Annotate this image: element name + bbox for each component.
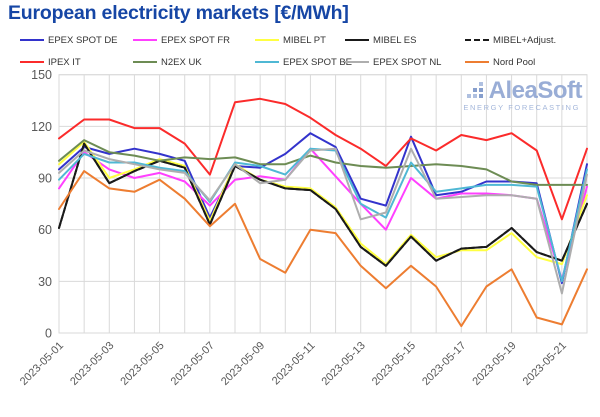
x-axis-label: 2023-05-11	[270, 340, 318, 388]
x-axis-label: 2023-05-03	[68, 340, 116, 388]
legend-label: Nord Pool	[493, 56, 536, 68]
series-line-n2ex-uk	[58, 139, 588, 186]
y-axis-label: 120	[31, 120, 52, 134]
y-axis-label: 30	[38, 275, 52, 289]
x-axis-label: 2023-05-13	[320, 340, 368, 388]
x-axis-label: 2023-05-01	[18, 340, 66, 388]
logo-dots-icon	[466, 80, 485, 98]
legend-item-epex-spot-nl: EPEX SPOT NL	[345, 55, 441, 69]
legend-item-epex-spot-fr: EPEX SPOT FR	[133, 33, 230, 47]
legend-item-mibel-adjust: MIBEL+Adjust.	[465, 33, 556, 47]
legend-item-mibel-pt: MIBEL PT	[255, 33, 326, 47]
legend-label: MIBEL ES	[373, 34, 417, 46]
legend-swatch-mibel-pt	[255, 39, 279, 41]
legend-label: MIBEL+Adjust.	[493, 34, 557, 46]
legend-swatch-n2ex-uk	[133, 61, 157, 63]
series-line-epex-spot-nl	[58, 147, 588, 295]
legend-swatch-epex-spot-fr	[133, 39, 157, 41]
y-axis-label: 90	[38, 172, 52, 186]
legend-label: EPEX SPOT BE	[283, 56, 352, 68]
legend-swatch-epex-spot-nl	[345, 61, 369, 63]
legend-item-epex-spot-be: EPEX SPOT BE	[255, 55, 352, 69]
plot-border	[58, 74, 588, 334]
legend-swatch-mibel-es	[345, 39, 369, 41]
series-line-ipex-it	[58, 97, 588, 221]
x-axis-label: 2023-05-09	[219, 340, 267, 388]
legend-swatch-epex-spot-de	[20, 39, 44, 41]
series-line-epex-spot-de	[58, 132, 588, 285]
legend-item-epex-spot-de: EPEX SPOT DE	[20, 33, 118, 47]
legend-label: EPEX SPOT DE	[48, 34, 118, 46]
chart-title: European electricity markets [€/MWh]	[8, 2, 349, 24]
series-line-mibel-pt	[58, 140, 588, 266]
legend-label: EPEX SPOT FR	[161, 34, 230, 46]
legend-swatch-ipex-it	[20, 61, 44, 63]
aleasoft-logo: AleaSoft ENERGY FORECASTING	[463, 77, 583, 113]
legend-swatch-nord-pool	[465, 61, 489, 63]
legend: EPEX SPOT DE EPEX SPOT FR MIBEL PT MIBEL ES…	[0, 0, 600, 72]
legend-swatch-epex-spot-be	[255, 61, 279, 63]
legend-label: N2EX UK	[161, 56, 202, 68]
logo-name: AleaSoft	[488, 77, 583, 104]
x-axis-label: 2023-05-21	[521, 340, 569, 388]
y-axis-label: 60	[38, 223, 52, 237]
legend-swatch-mibel-adjust	[465, 39, 489, 41]
series-line-nord-pool	[58, 170, 588, 328]
x-axis-label: 2023-05-07	[169, 340, 217, 388]
legend-label: IPEX IT	[48, 56, 81, 68]
y-axis-label: 150	[31, 68, 52, 82]
logo-tagline: ENERGY FORECASTING	[463, 103, 580, 112]
x-axis-label: 2023-05-19	[470, 340, 518, 388]
legend-item-ipex-it: IPEX IT	[20, 55, 81, 69]
x-axis-label: 2023-05-17	[420, 340, 468, 388]
legend-item-mibel-es: MIBEL ES	[345, 33, 416, 47]
legend-item-n2ex-uk: N2EX UK	[133, 55, 202, 69]
legend-label: EPEX SPOT NL	[373, 56, 442, 68]
x-axis-label: 2023-05-05	[118, 340, 166, 388]
y-axis-label: 0	[45, 327, 52, 341]
legend-label: MIBEL PT	[283, 34, 326, 46]
x-axis-label: 2023-05-15	[370, 340, 418, 388]
legend-item-nord-pool: Nord Pool	[465, 55, 535, 69]
